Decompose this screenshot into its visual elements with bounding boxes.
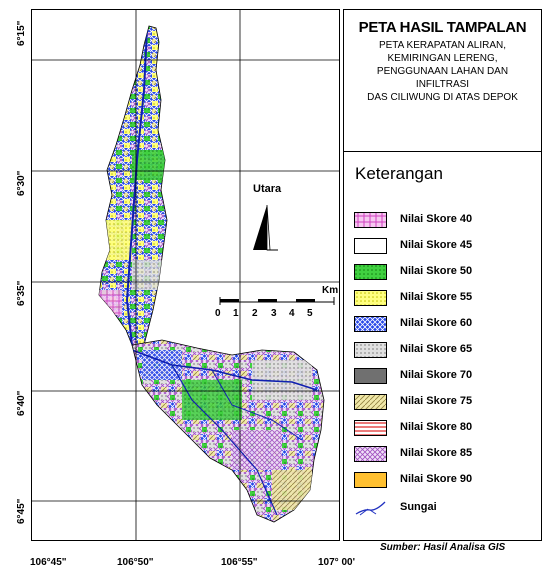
legend-label: Sungai	[400, 501, 437, 513]
scale-unit: Km	[322, 285, 339, 296]
north-label: Utara	[253, 183, 282, 195]
map-frame	[31, 9, 340, 541]
legend-item-river: Sungai	[354, 497, 504, 519]
legend-label: Nilai Skore 90	[400, 473, 473, 485]
white-swatch-icon	[354, 238, 387, 254]
latitude-label: 6°45"	[16, 498, 27, 524]
green-dots-swatch-icon	[354, 264, 387, 280]
scale-tick: 2	[252, 308, 258, 319]
north-arrow-icon	[253, 204, 278, 251]
legend-label: Nilai Skore 45	[400, 239, 473, 251]
river-icon	[355, 501, 386, 516]
orange-swatch-icon	[354, 472, 387, 488]
subtitle-line: DAS CILIWUNG DI ATAS DEPOK	[367, 92, 518, 103]
legend-label: Nilai Skore 65	[400, 343, 473, 355]
violet-cross-swatch-icon	[354, 446, 387, 462]
subtitle: PETA KERAPATAN ALIRAN, KEMIRINGAN LERENG…	[344, 39, 541, 104]
latitude-label: 6°35"	[16, 280, 27, 306]
legend-label: Nilai Skore 55	[400, 291, 473, 303]
page-title: PETA HASIL TAMPALAN	[358, 19, 527, 36]
longitude-label: 106°45"	[30, 557, 67, 568]
latitude-label: 6°15"	[16, 20, 27, 46]
longitude-label: 107° 00'	[318, 557, 355, 568]
subtitle-line: KEMIRINGAN LERENG,	[387, 53, 498, 64]
legend-title: Keterangan	[355, 164, 443, 183]
latitude-label: 6°30"	[16, 170, 27, 196]
title-box: PETA HASIL TAMPALAN PETA KERAPATAN ALIRA…	[344, 10, 541, 152]
legend-label: Nilai Skore 40	[400, 213, 473, 225]
yellow-dots-swatch-icon	[354, 290, 387, 306]
legend-label: Nilai Skore 85	[400, 447, 473, 459]
scale-bar	[219, 297, 335, 305]
subtitle-line: PETA KERAPATAN ALIRAN,	[378, 40, 507, 51]
subtitle-line: INFILTRASI	[415, 79, 470, 90]
scale-tick: 4	[289, 308, 295, 319]
lower-basin	[131, 339, 325, 523]
legend-label: Nilai Skore 75	[400, 395, 473, 407]
longitude-label: 106°50"	[117, 557, 154, 568]
gray-dots-swatch-icon	[354, 342, 387, 358]
scale-tick: 5	[307, 308, 313, 319]
map-grid	[32, 10, 339, 540]
scale-tick: 1	[233, 308, 239, 319]
scale-tick: 3	[271, 308, 277, 319]
scale-tick: 0	[215, 308, 221, 319]
legend-label: Nilai Skore 70	[400, 369, 473, 381]
longitude-label: 106°55"	[221, 557, 258, 568]
latitude-label: 6°40"	[16, 390, 27, 416]
map-canvas	[32, 10, 339, 540]
subtitle-line: PENGGUNAAN LAHAN DAN	[376, 66, 509, 77]
dark-gray-swatch-icon	[354, 368, 387, 384]
legend-label: Nilai Skore 80	[400, 421, 473, 433]
blue-cross-swatch-icon	[354, 316, 387, 332]
legend-panel: PETA HASIL TAMPALAN PETA KERAPATAN ALIRA…	[343, 9, 542, 541]
legend-label: Nilai Skore 50	[400, 265, 473, 277]
source-note: Sumber: Hasil Analisa GIS	[380, 542, 506, 553]
pink-hatch-swatch-icon	[354, 212, 387, 228]
khaki-hatch-swatch-icon	[354, 394, 387, 410]
red-lines-swatch-icon	[354, 420, 387, 436]
legend-label: Nilai Skore 60	[400, 317, 473, 329]
upper-basin	[98, 25, 168, 351]
